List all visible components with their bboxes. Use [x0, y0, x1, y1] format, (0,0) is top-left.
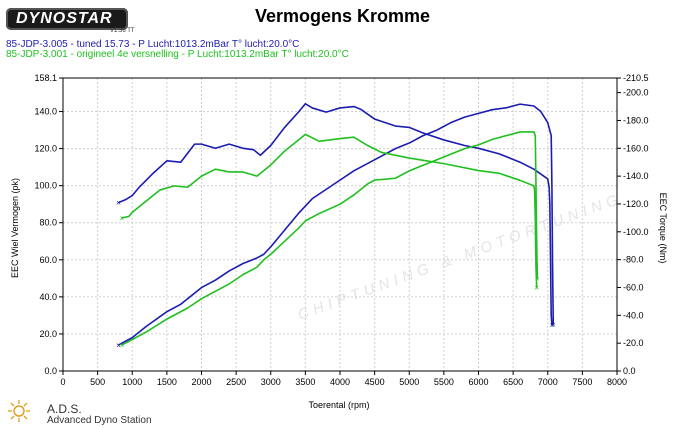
x-tick-label: 7500: [572, 377, 592, 387]
x-axis-label: Toerental (rpm): [308, 400, 369, 410]
y-tick-label: 80.0: [39, 218, 57, 228]
chart-series: ××××××××: [116, 102, 556, 350]
power-point-marker: ×: [551, 321, 556, 330]
x-tick-label: 3000: [261, 377, 281, 387]
x-tick-label: 2500: [226, 377, 246, 387]
ads-subtitle: Advanced Dyno Station: [47, 415, 152, 426]
y-tick-label: 40.0: [39, 292, 57, 302]
y-tick-label: 60.0: [39, 255, 57, 265]
power-line-original: [121, 131, 539, 346]
x-tick-label: 2000: [191, 377, 211, 387]
y2-tick-label: -60.0: [623, 282, 644, 292]
torque-point-marker: ×: [120, 214, 125, 223]
chart-grid: [63, 78, 617, 371]
ads-sun-icon: [8, 400, 30, 422]
logo-text: DYNOSTAR: [16, 10, 113, 27]
dynostar-logo: DYNOSTAR: [6, 8, 128, 30]
y2-tick-label: -80.0: [623, 255, 644, 265]
power-line-tuned: [118, 103, 555, 346]
y2-tick-label: -140.0: [623, 171, 649, 181]
y-tick-label: 120.0: [34, 144, 57, 154]
chart-title: Vermogens Kromme: [254, 6, 431, 26]
x-tick-label: 8000: [607, 377, 627, 387]
torque-line-original: [121, 133, 538, 288]
y2-tick-label: -40.0: [623, 310, 644, 320]
y2-tick-label: -200.0: [623, 88, 649, 98]
x-tick-label: 5500: [434, 377, 454, 387]
x-tick-label: 6000: [468, 377, 488, 387]
torque-line-tuned: [118, 102, 553, 326]
y2-tick-label: 0.0: [623, 366, 636, 376]
y-tick-label: 100.0: [34, 181, 57, 191]
power-point-marker: ×: [116, 341, 121, 350]
power-point-marker: ×: [120, 341, 125, 350]
x-tick-label: 1500: [157, 377, 177, 387]
watermark: CHIPTUNING & MOTORTUNING: [296, 190, 625, 324]
y2-tick-label: -20.0: [623, 338, 644, 348]
watermark-text: CHIPTUNING & MOTORTUNING: [296, 190, 625, 324]
torque-point-marker: ×: [550, 321, 555, 330]
x-tick-label: 4000: [330, 377, 350, 387]
y2-tick-label: -100.0: [623, 227, 649, 237]
x-tick-label: 3500: [295, 377, 315, 387]
power-point-marker: ×: [535, 274, 540, 283]
x-tick-label: 1000: [122, 377, 142, 387]
legend-item-original: 85-JDP-3.001 - origineel 4e versnelling …: [6, 49, 349, 60]
x-tick-label: 7000: [538, 377, 558, 387]
x-tick-label: 0: [60, 377, 65, 387]
y-tick-label: 158.1: [34, 73, 57, 83]
y-tick-label: 140.0: [34, 107, 57, 117]
x-tick-label: 6500: [503, 377, 523, 387]
ads-title: A.D.S.: [47, 402, 82, 416]
y2-tick-label: -120.0: [623, 199, 649, 209]
y2-tick-label: -160.0: [623, 143, 649, 153]
x-tick-label: 500: [90, 377, 105, 387]
torque-point-marker: ×: [116, 199, 121, 208]
chart-axes: 0 500 1000 1500 2000 2500 3000 3500 4000 4500 5000…: [34, 73, 648, 387]
y2-tick-label: -210.5: [623, 73, 649, 83]
x-tick-label: 5000: [399, 377, 419, 387]
torque-point-marker: ×: [534, 283, 539, 292]
logo-subtext: V1.36 TT: [110, 28, 135, 34]
y-axis-label: EEC Wiel Vermogen (pk): [10, 178, 20, 278]
y2-tick-label: -180.0: [623, 115, 649, 125]
y2-axis-label: EEC Torque (Nm): [658, 193, 668, 264]
x-tick-label: 4500: [365, 377, 385, 387]
y-tick-label: 0.0: [44, 366, 57, 376]
legend-item-tuned: 85-JDP-3.005 - tuned 15.73 - P Lucht:101…: [6, 39, 300, 50]
y-tick-label: 20.0: [39, 329, 57, 339]
